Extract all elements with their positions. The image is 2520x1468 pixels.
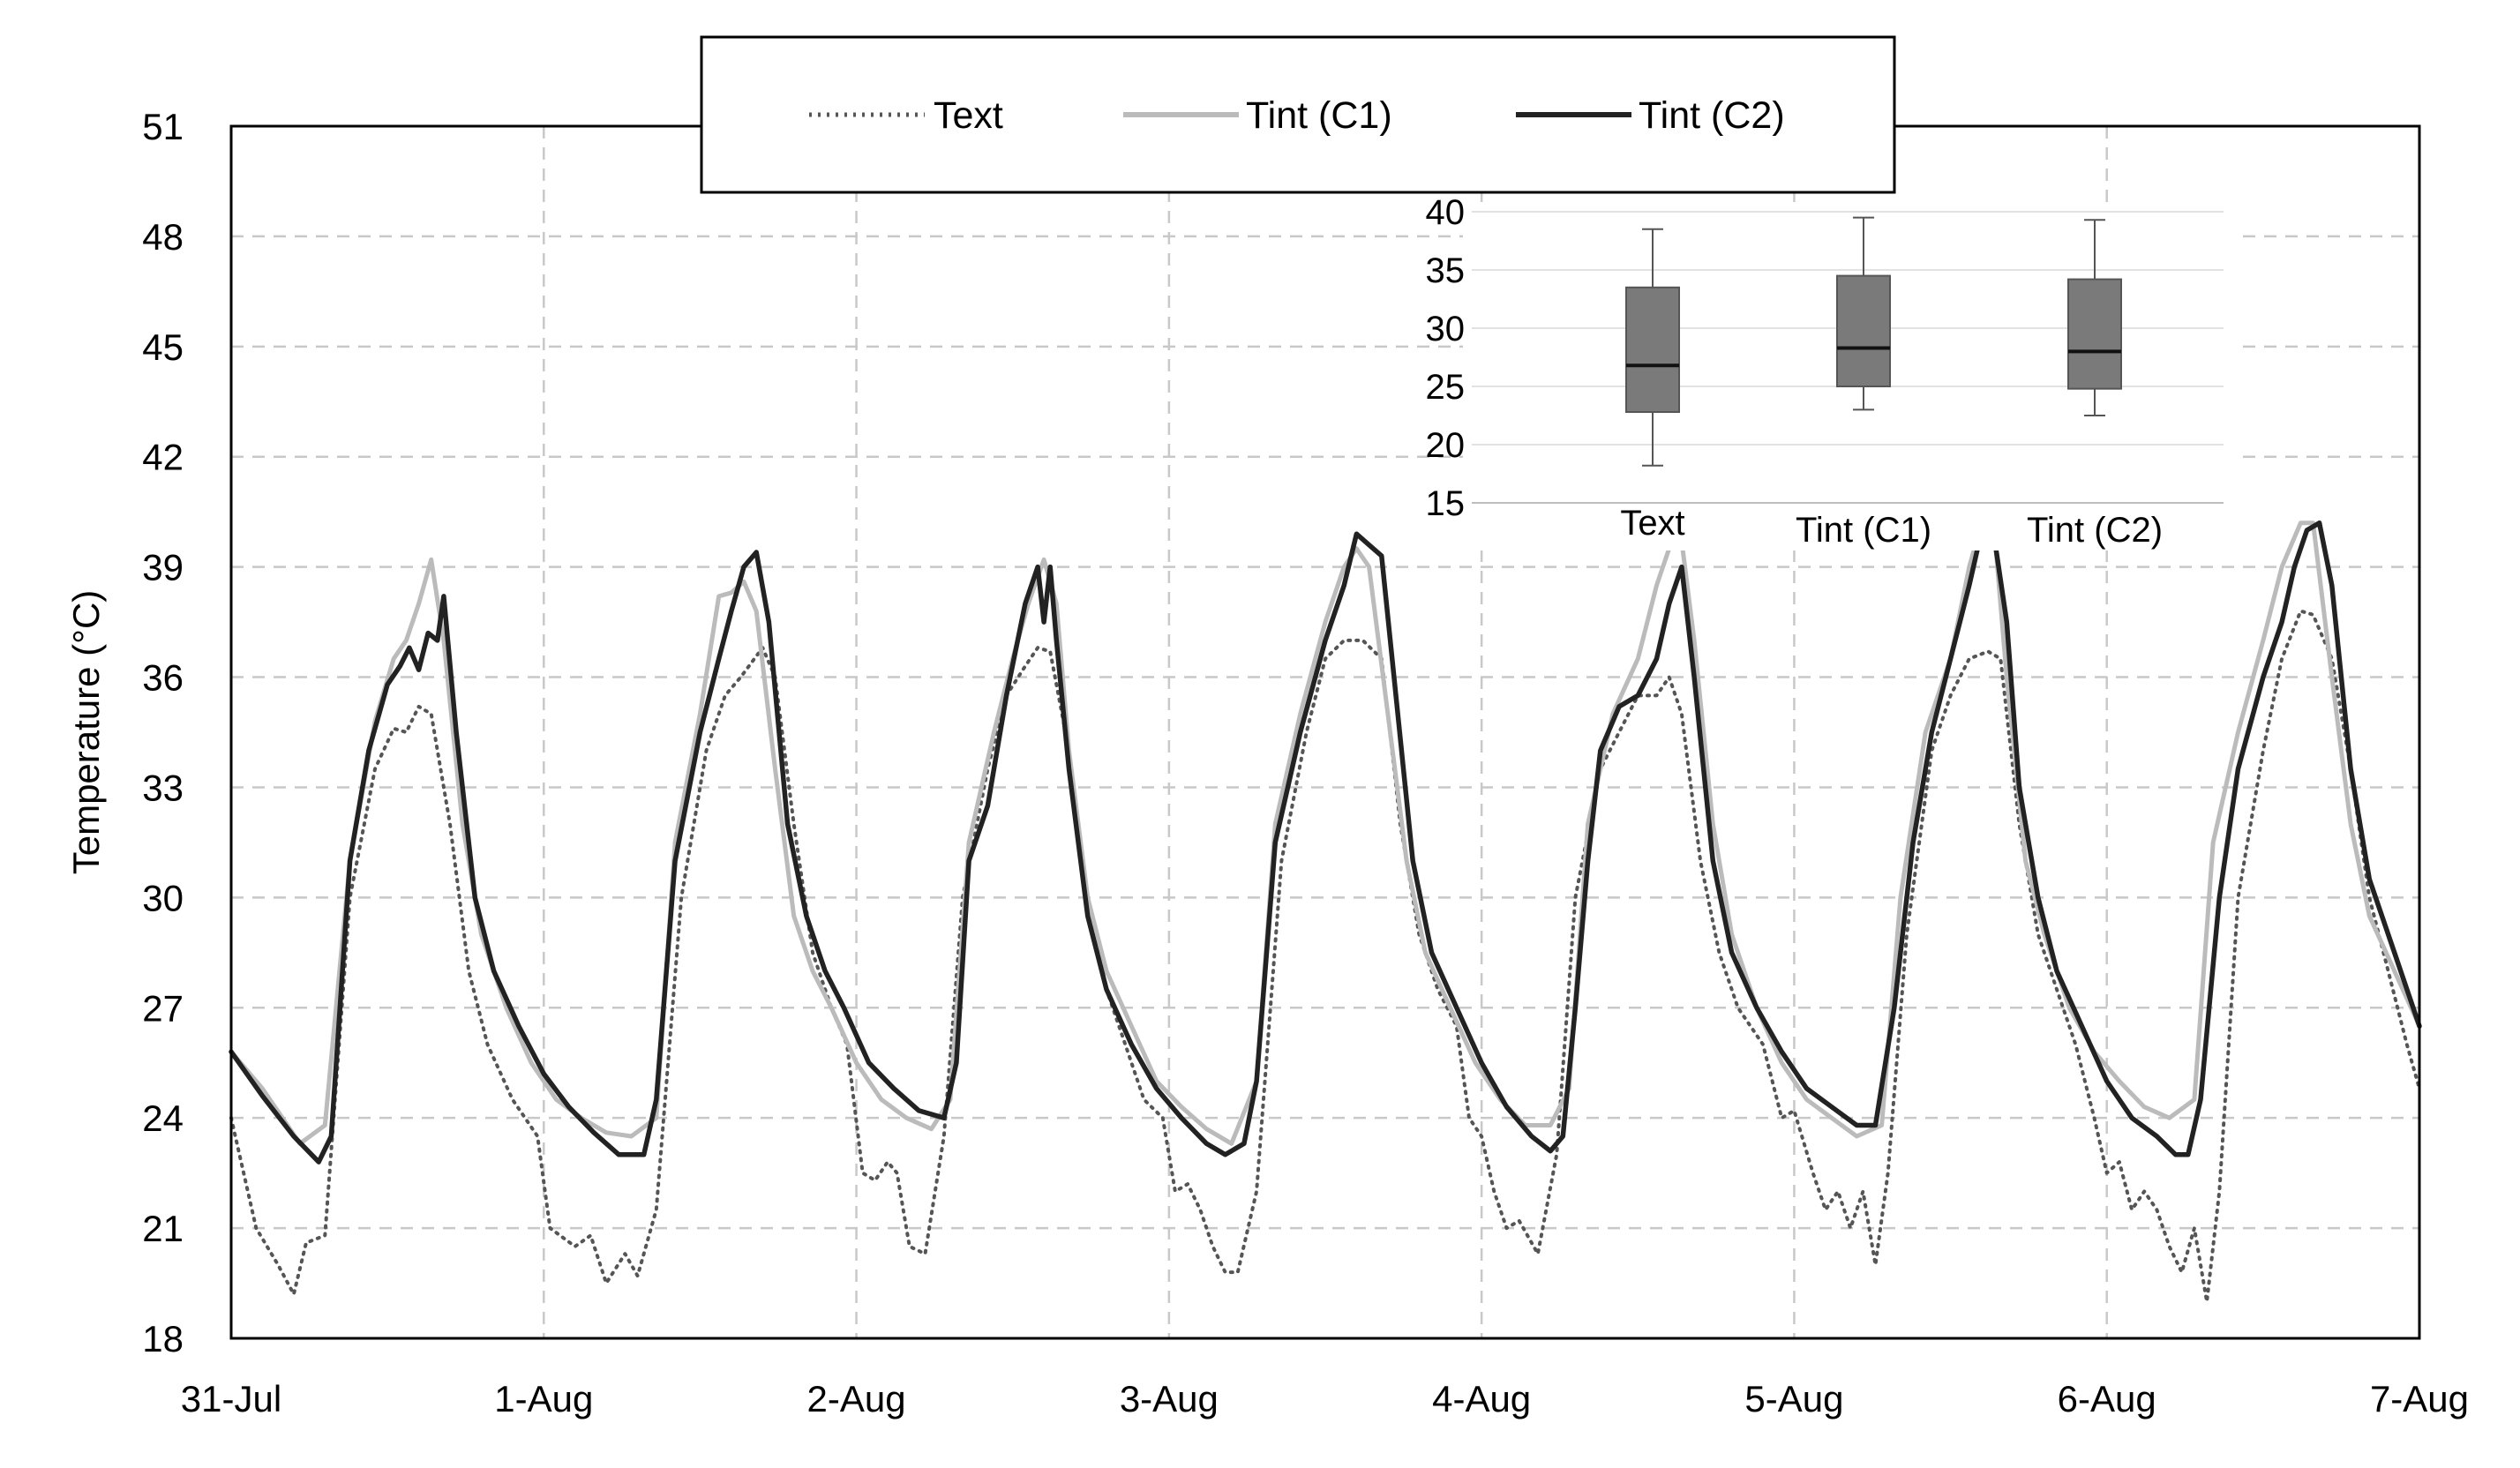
x-tick-label-2-aug: 2-Aug [807, 1378, 906, 1419]
box-tint-c2 [2067, 219, 2122, 416]
legend-box [700, 35, 1896, 194]
inset-x-tick-label-text: Text [1620, 504, 1684, 543]
y-tick-label-42: 42 [142, 437, 184, 478]
inset-y-tick-label-35: 35 [1426, 251, 1466, 290]
y-tick-label-27: 27 [142, 987, 184, 1029]
series-line-tint-c1 [229, 521, 2422, 1146]
inset-y-tick-label-20: 20 [1426, 426, 1466, 465]
y-tick-label-18: 18 [142, 1318, 184, 1359]
inset-y-tick-label-40: 40 [1426, 193, 1466, 232]
y-axis-label: Temperature (°C) [65, 590, 107, 875]
legend-item-tint-c2: Tint (C2) [1516, 94, 1785, 137]
y-tick-label-48: 48 [142, 216, 184, 258]
inset-x-tick-label-tint-c1: Tint (C1) [1796, 511, 1931, 550]
x-tick-labels: 31-Jul 1-Aug 2-Aug 3-Aug 4-Aug 5-Aug 6-Aug 7-Au… [181, 1378, 2469, 1419]
inset-y-tick-label-15: 15 [1426, 484, 1466, 523]
inset-y-tick-label-25: 25 [1426, 368, 1466, 407]
inset-x-tick-labels: Text Tint (C1) Tint (C2) [1620, 504, 2163, 550]
y-tick-label-45: 45 [142, 326, 184, 368]
inset-y-tick-label-30: 30 [1426, 310, 1466, 348]
box-iqr-tint-c2 [2067, 278, 2122, 390]
y-tick-labels: 18 21 24 27 30 33 36 39 42 45 48 51 [142, 106, 184, 1359]
inset-x-tick-label-tint-c2: Tint (C2) [2027, 511, 2163, 550]
x-tick-label-5-aug: 5-Aug [1744, 1378, 1843, 1419]
series-line-text [229, 609, 2421, 1304]
x-tick-label-1-aug: 1-Aug [494, 1378, 593, 1419]
box-iqr-text [1625, 286, 1680, 414]
inset-y-tick-labels: 15 20 25 30 35 40 [1426, 193, 1466, 523]
inset-boxplot: 15 20 25 30 35 40 Text Tint (C1) Tint (C2) [1426, 193, 2236, 550]
y-tick-label-51: 51 [142, 106, 184, 147]
box-tint-c1 [1836, 216, 1891, 411]
x-tick-label-7-aug: 7-Aug [2370, 1378, 2469, 1419]
legend-item-tint-c1: Tint (C1) [1123, 94, 1392, 137]
legend: Text Tint (C1) Tint (C2) [700, 35, 1896, 194]
legend-label-tint-c1: Tint (C1) [1246, 94, 1392, 137]
y-tick-label-39: 39 [142, 547, 184, 588]
y-tick-label-24: 24 [142, 1097, 184, 1139]
main-series [229, 520, 2422, 1304]
legend-label-text: Text [934, 94, 1003, 137]
legend-item-text: Text [809, 94, 1003, 137]
box-iqr-tint-c1 [1836, 274, 1891, 388]
x-tick-label-4-aug: 4-Aug [1432, 1378, 1531, 1419]
x-tick-label-6-aug: 6-Aug [2058, 1378, 2156, 1419]
y-tick-label-33: 33 [142, 767, 184, 808]
legend-label-tint-c2: Tint (C2) [1639, 94, 1785, 137]
x-tick-label-31-jul: 31-Jul [181, 1378, 281, 1419]
y-tick-label-21: 21 [142, 1208, 184, 1249]
inset-boxes [1625, 216, 2122, 467]
y-tick-label-36: 36 [142, 657, 184, 699]
x-tick-label-3-aug: 3-Aug [1120, 1378, 1219, 1419]
series-line-tint-c2 [229, 520, 2422, 1165]
box-text [1625, 228, 1680, 467]
y-tick-label-30: 30 [142, 877, 184, 918]
